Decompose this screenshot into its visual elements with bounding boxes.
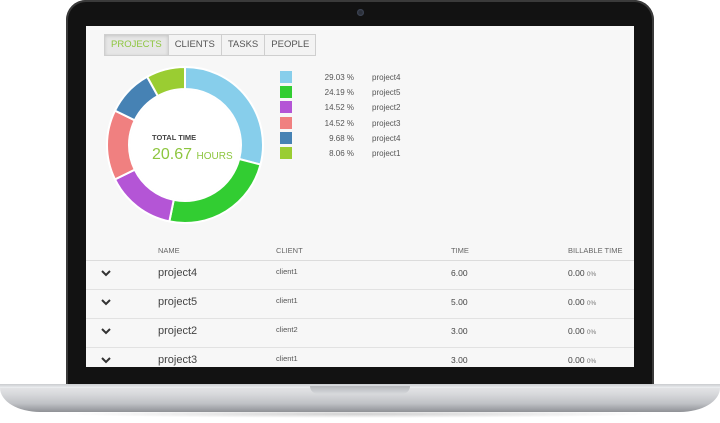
row-billable: 0.00 0% [568, 268, 596, 278]
row-client: client1 [276, 296, 298, 305]
legend-percent: 14.52 % [324, 103, 354, 113]
app-screen: Projects Clients Tasks People TOTAL TIME… [86, 26, 634, 367]
chevron-down-icon[interactable] [100, 267, 112, 279]
legend-label: project4 [372, 73, 401, 82]
row-client: client2 [276, 325, 298, 334]
row-client: client1 [276, 267, 298, 276]
legend-swatch [280, 101, 292, 114]
row-project-name: project4 [158, 267, 198, 279]
row-billable-percent: 0% [586, 358, 597, 365]
row-billable-hours: 0.00 [568, 268, 585, 278]
total-time-number: 20.67 [152, 146, 193, 163]
chevron-down-icon[interactable] [100, 296, 112, 308]
legend-swatch [280, 71, 292, 83]
row-time: 6.00 [451, 268, 468, 278]
row-time: 3.00 [451, 326, 468, 336]
row-billable-hours: 0.00 [568, 297, 585, 307]
row-client: client1 [276, 354, 298, 363]
table-row[interactable]: project5 client1 5.00 0.00 0% [86, 290, 634, 319]
legend-label: project5 [372, 88, 401, 98]
row-billable-percent: 0% [586, 300, 597, 307]
row-billable-hours: 0.00 [568, 326, 585, 336]
tab-projects[interactable]: Projects [104, 34, 169, 56]
row-billable-percent: 0% [586, 271, 597, 278]
row-billable-percent: 0% [586, 329, 597, 336]
report-tabs: Projects Clients Tasks People [104, 34, 317, 56]
legend-swatch [280, 131, 292, 144]
legend-swatch [280, 146, 292, 159]
chevron-down-icon[interactable] [100, 325, 112, 337]
table-row[interactable]: project2 client2 3.00 0.00 0% [86, 319, 634, 348]
legend-percent: 29.03 % [324, 73, 354, 82]
column-header-time[interactable]: TIME [451, 246, 469, 255]
row-billable: 0.00 0% [568, 355, 596, 365]
table-row[interactable]: project4 client1 6.00 0.00 0% [86, 261, 634, 290]
row-billable: 0.00 0% [568, 326, 596, 336]
total-time-label: TOTAL TIME [152, 133, 197, 142]
legend-percent: 24.19 % [324, 88, 354, 98]
column-header-name[interactable]: NAME [158, 246, 180, 255]
legend-label: project1 [372, 148, 401, 158]
total-time-unit: HOURS [196, 151, 233, 162]
donut-hole [130, 90, 240, 200]
chevron-down-icon[interactable] [100, 354, 112, 366]
legend-percent: 14.52 % [324, 118, 354, 128]
row-time: 3.00 [451, 355, 468, 365]
row-billable-hours: 0.00 [568, 355, 585, 365]
table-row[interactable]: project3 client1 3.00 0.00 0% [86, 348, 634, 367]
time-donut-chart [106, 66, 264, 224]
legend-label: project4 [372, 133, 401, 143]
legend-swatch [280, 86, 292, 99]
camera-icon [357, 9, 364, 16]
legend-label: project3 [372, 118, 401, 128]
row-billable: 0.00 0% [568, 297, 596, 307]
legend-percent: 8.06 % [329, 148, 354, 158]
table-header: NAME CLIENT TIME BILLABLE TIME [86, 242, 634, 261]
column-header-billable[interactable]: BILLABLE TIME [568, 246, 623, 255]
row-time: 5.00 [451, 297, 468, 307]
laptop-notch [310, 386, 410, 394]
row-project-name: project3 [158, 354, 198, 366]
legend-percent: 9.68 % [329, 133, 354, 143]
total-time-value: 20.67 HOURS [152, 146, 233, 164]
row-project-name: project2 [158, 325, 198, 337]
tab-clients[interactable]: Clients [167, 34, 222, 56]
laptop-shadow [60, 410, 660, 418]
tab-tasks[interactable]: Tasks [220, 34, 266, 56]
donut-slice-project1[interactable] [145, 66, 186, 98]
row-project-name: project5 [158, 296, 198, 308]
legend-swatch [280, 116, 292, 129]
tab-people[interactable]: People [264, 34, 317, 56]
legend-label: project2 [372, 103, 401, 113]
column-header-client[interactable]: CLIENT [276, 246, 303, 255]
